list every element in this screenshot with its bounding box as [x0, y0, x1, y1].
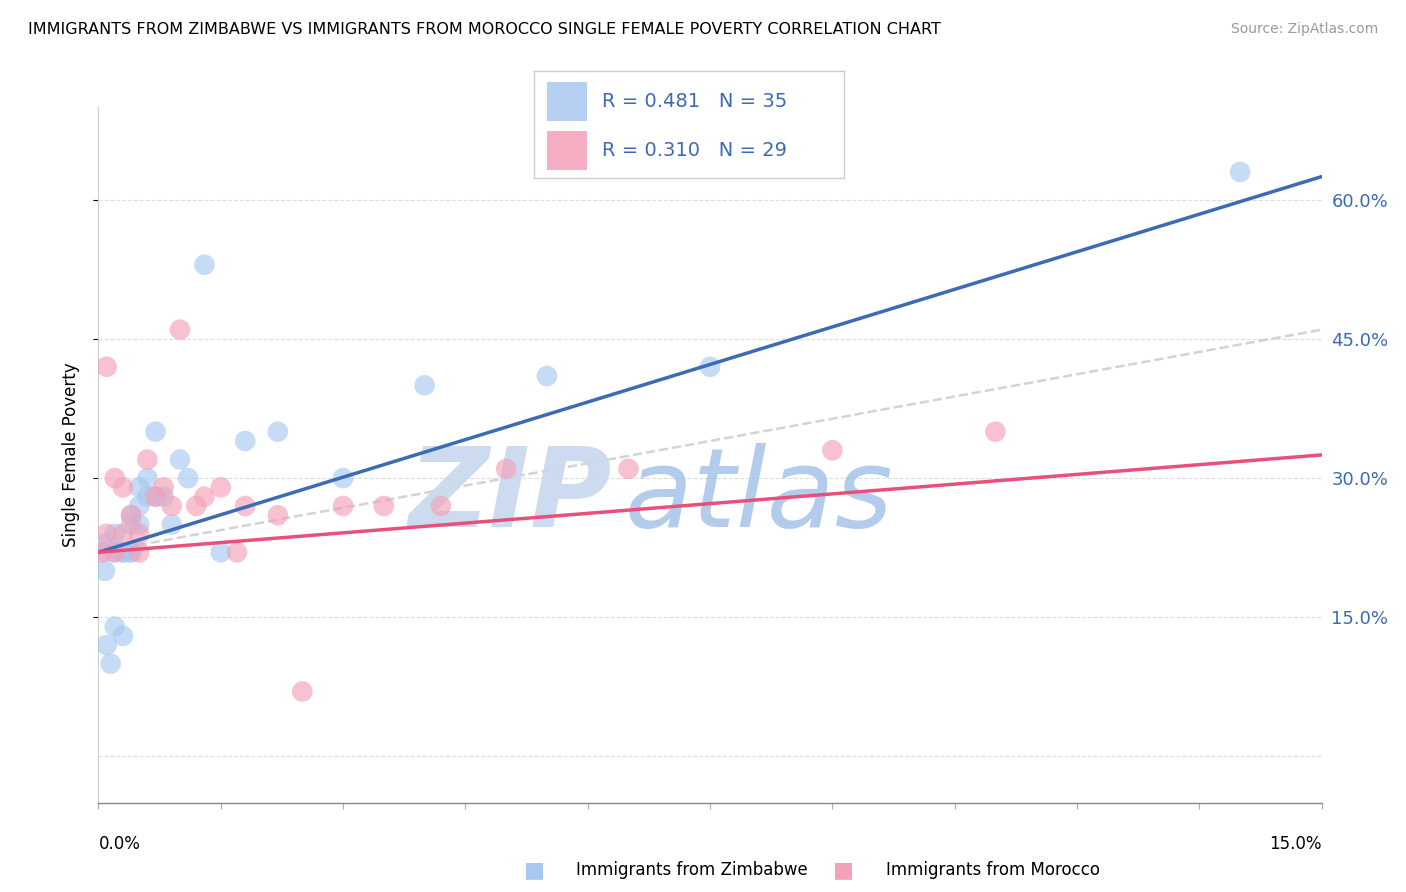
Point	[169, 452, 191, 467]
Point	[373, 499, 395, 513]
Point	[91, 545, 114, 559]
Point	[136, 471, 159, 485]
Text: ■: ■	[524, 860, 544, 880]
Point	[104, 545, 127, 559]
Bar	[547, 131, 586, 169]
Point	[152, 480, 174, 494]
Point	[96, 359, 118, 374]
Point	[111, 480, 134, 494]
Point	[94, 564, 117, 578]
Point	[495, 462, 517, 476]
Point	[104, 619, 127, 633]
Point	[160, 499, 183, 513]
Point	[430, 499, 453, 513]
Point	[332, 499, 354, 513]
Point	[104, 471, 127, 485]
Point	[136, 452, 159, 467]
Point	[96, 526, 118, 541]
Text: IMMIGRANTS FROM ZIMBABWE VS IMMIGRANTS FROM MOROCCO SINGLE FEMALE POVERTY CORREL: IMMIGRANTS FROM ZIMBABWE VS IMMIGRANTS F…	[28, 22, 941, 37]
Point	[120, 517, 142, 532]
Point	[821, 443, 844, 458]
Point	[233, 434, 256, 448]
Point	[145, 490, 167, 504]
Point	[91, 545, 114, 559]
Point	[699, 359, 721, 374]
Point	[100, 657, 122, 671]
Bar	[547, 82, 586, 120]
Point	[128, 517, 150, 532]
Point	[128, 480, 150, 494]
Point	[145, 490, 167, 504]
Point	[152, 490, 174, 504]
Point	[111, 526, 134, 541]
Point	[291, 684, 314, 698]
Point	[193, 490, 215, 504]
Point	[209, 545, 232, 559]
Point	[136, 490, 159, 504]
Point	[233, 499, 256, 513]
Point	[984, 425, 1007, 439]
Text: Source: ZipAtlas.com: Source: ZipAtlas.com	[1230, 22, 1378, 37]
Point	[267, 508, 290, 523]
Point	[226, 545, 249, 559]
Point	[177, 471, 200, 485]
Point	[111, 545, 134, 559]
Text: R = 0.310   N = 29: R = 0.310 N = 29	[602, 141, 787, 160]
Point	[145, 425, 167, 439]
Point	[193, 258, 215, 272]
Text: ZIP: ZIP	[409, 443, 612, 550]
Text: atlas: atlas	[624, 443, 893, 550]
Point	[160, 517, 183, 532]
Point	[617, 462, 640, 476]
Point	[120, 508, 142, 523]
Point	[96, 536, 118, 550]
Text: ■: ■	[834, 860, 853, 880]
Point	[413, 378, 436, 392]
Point	[536, 369, 558, 384]
Point	[267, 425, 290, 439]
Point	[186, 499, 208, 513]
Text: 15.0%: 15.0%	[1270, 835, 1322, 854]
Point	[169, 323, 191, 337]
Point	[120, 508, 142, 523]
Text: Immigrants from Zimbabwe: Immigrants from Zimbabwe	[576, 861, 808, 879]
Point	[104, 545, 127, 559]
Point	[128, 545, 150, 559]
Point	[332, 471, 354, 485]
Text: 0.0%: 0.0%	[98, 835, 141, 854]
Point	[209, 480, 232, 494]
Point	[120, 545, 142, 559]
Point	[111, 629, 134, 643]
Point	[128, 526, 150, 541]
Point	[104, 526, 127, 541]
Y-axis label: Single Female Poverty: Single Female Poverty	[62, 363, 80, 547]
Text: Immigrants from Morocco: Immigrants from Morocco	[886, 861, 1099, 879]
Point	[111, 545, 134, 559]
Point	[1229, 165, 1251, 179]
Text: R = 0.481   N = 35: R = 0.481 N = 35	[602, 92, 787, 111]
Point	[128, 499, 150, 513]
Point	[120, 545, 142, 559]
Point	[96, 638, 118, 652]
